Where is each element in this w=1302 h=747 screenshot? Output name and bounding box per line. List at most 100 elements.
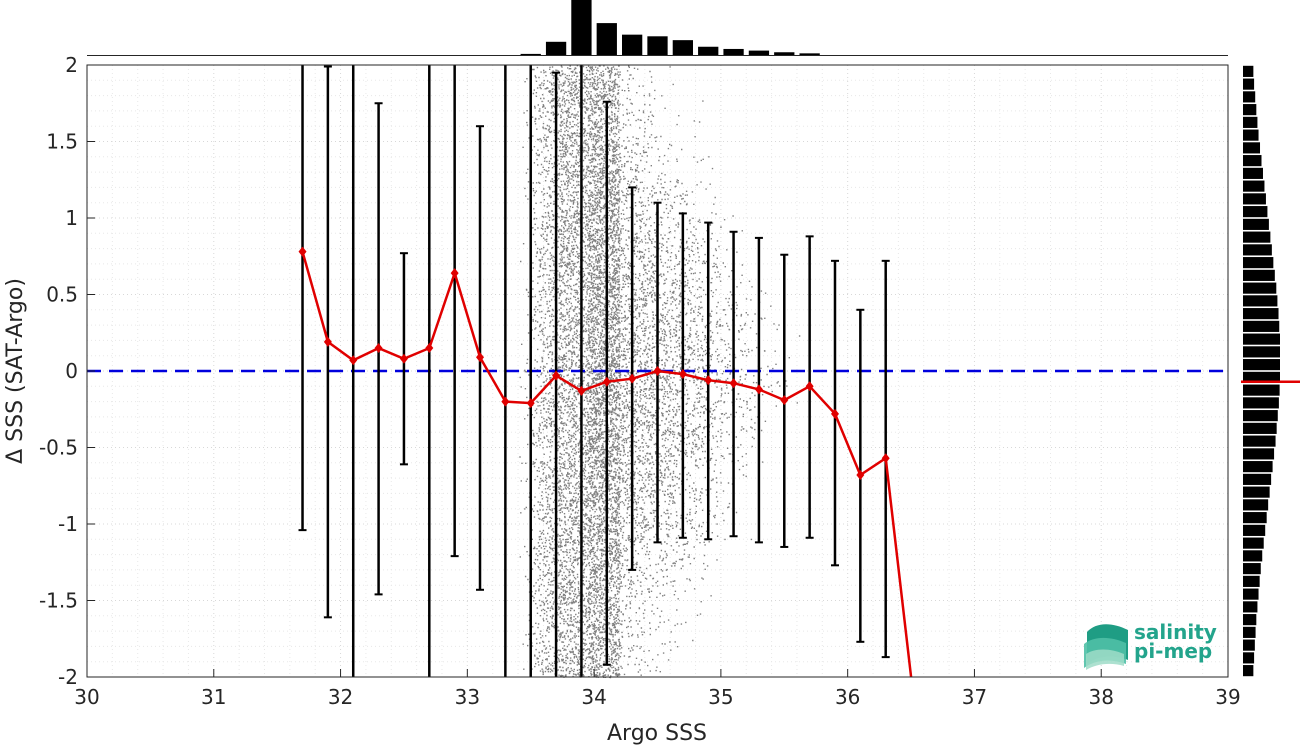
right-histogram-bar — [1243, 473, 1272, 485]
mean-marker — [856, 470, 865, 481]
right-histogram-bar — [1243, 104, 1257, 116]
top-histogram-bar — [799, 53, 820, 55]
right-histogram-bar — [1243, 65, 1254, 77]
right-histogram-bar — [1243, 257, 1274, 269]
mean-marker — [450, 268, 459, 279]
x-tick-label: 35 — [708, 685, 733, 709]
right-histogram-bar — [1243, 142, 1261, 154]
right-histogram-bar — [1243, 346, 1280, 358]
right-histogram-bar — [1243, 308, 1279, 320]
logo-text-line2: pi-mep — [1134, 639, 1212, 663]
mean-marker — [653, 366, 662, 376]
y-tick-label: -1.5 — [39, 589, 78, 613]
top-histogram-bar — [520, 53, 541, 55]
y-axis-label: Δ SSS (SAT-Argo) — [3, 278, 28, 464]
right-histogram-bar — [1243, 78, 1255, 90]
mean-marker — [298, 246, 307, 257]
right-histogram-bar — [1243, 384, 1280, 396]
right-histogram-bar — [1243, 371, 1280, 383]
mean-marker — [476, 352, 485, 363]
x-tick-label: 37 — [962, 685, 987, 709]
scatter-points — [519, 65, 801, 679]
right-histogram-bar — [1243, 512, 1267, 524]
mean-marker — [577, 385, 586, 396]
mean-marker — [628, 373, 637, 384]
mean-marker — [374, 343, 383, 354]
top-histogram-bar — [596, 23, 617, 55]
mean-marker — [678, 369, 687, 380]
mean-marker — [602, 376, 611, 387]
mean-marker — [830, 408, 839, 419]
right-histogram-bar — [1243, 244, 1272, 256]
y-tick-label: -0.5 — [39, 436, 78, 460]
scatter-cloud — [519, 65, 801, 679]
right-histogram-bar — [1243, 652, 1255, 664]
right-histogram-bar — [1243, 155, 1262, 167]
x-tick-label: 34 — [581, 685, 606, 709]
right-histogram-bar — [1243, 269, 1275, 281]
right-histogram-bar — [1243, 639, 1255, 651]
mean-marker — [349, 355, 358, 366]
top-histogram-bar — [698, 46, 719, 55]
right-histogram-bar — [1243, 550, 1263, 562]
y-tick-label: 0 — [65, 359, 78, 383]
right-histogram-bar — [1243, 486, 1270, 498]
right-histogram-bar — [1243, 588, 1259, 600]
mean-marker — [780, 395, 789, 406]
y-axis-ticks: 2 1.5 1 0.5 0 -0.5 -1 -1.5 -2 — [39, 53, 95, 689]
logo-waves-icon — [1084, 624, 1128, 670]
salinity-pi-mep-logo: salinity pi-mep — [1084, 620, 1217, 670]
mean-marker — [425, 343, 434, 354]
y-tick-label: -1 — [58, 512, 78, 536]
right-histogram-bar — [1243, 129, 1259, 141]
right-histogram-bar — [1243, 461, 1273, 473]
y-tick-label: 1 — [65, 206, 78, 230]
right-histogram-bar — [1243, 422, 1277, 434]
right-histogram-bar — [1243, 180, 1265, 192]
x-axis-ticks: 30 31 32 33 34 35 36 37 38 39 — [74, 669, 1241, 709]
top-histogram-bar — [545, 41, 567, 55]
y-tick-label: -2 — [58, 665, 78, 689]
right-histogram-bar — [1243, 193, 1266, 205]
right-histogram-bar — [1243, 359, 1280, 371]
y-tick-label: 1.5 — [46, 130, 78, 154]
top-histogram-bar — [647, 36, 668, 55]
top-histogram-bar — [571, 0, 592, 55]
x-tick-label: 38 — [1088, 685, 1113, 709]
right-histogram-bar — [1243, 231, 1271, 243]
right-histogram-bar — [1243, 167, 1263, 179]
x-tick-label: 30 — [74, 685, 99, 709]
right-histogram-bar — [1243, 116, 1258, 128]
top-histogram — [520, 0, 820, 55]
x-axis-label: Argo SSS — [607, 721, 707, 746]
right-histogram-bar — [1243, 665, 1254, 677]
mean-marker — [805, 381, 814, 392]
top-histogram-bar — [774, 52, 795, 55]
right-histogram-bar — [1243, 537, 1264, 549]
right-histogram-bar — [1243, 435, 1276, 447]
logo-text-line1: salinity — [1134, 620, 1217, 644]
top-histogram-bar — [672, 40, 693, 55]
right-histogram-bar — [1243, 601, 1258, 613]
mean-marker — [399, 353, 408, 364]
x-tick-label: 31 — [201, 685, 226, 709]
right-histogram-bar — [1243, 499, 1269, 511]
x-tick-label: 32 — [328, 685, 353, 709]
top-histogram-bar — [723, 48, 744, 55]
x-tick-label: 39 — [1215, 685, 1240, 709]
right-histogram — [1241, 65, 1300, 677]
right-histogram-bar — [1243, 575, 1260, 587]
right-histogram-bar — [1243, 91, 1256, 103]
mean-marker — [501, 396, 510, 407]
top-histogram-bar — [622, 34, 643, 55]
mean-marker — [704, 375, 713, 386]
right-histogram-bar — [1243, 397, 1279, 409]
right-histogram-bar — [1243, 626, 1256, 638]
x-tick-label: 36 — [835, 685, 860, 709]
mean-marker — [729, 378, 738, 389]
right-histogram-bar — [1243, 218, 1269, 230]
right-histogram-bar — [1243, 282, 1277, 294]
top-histogram-bar — [748, 50, 770, 55]
right-histogram-bar — [1243, 614, 1257, 626]
